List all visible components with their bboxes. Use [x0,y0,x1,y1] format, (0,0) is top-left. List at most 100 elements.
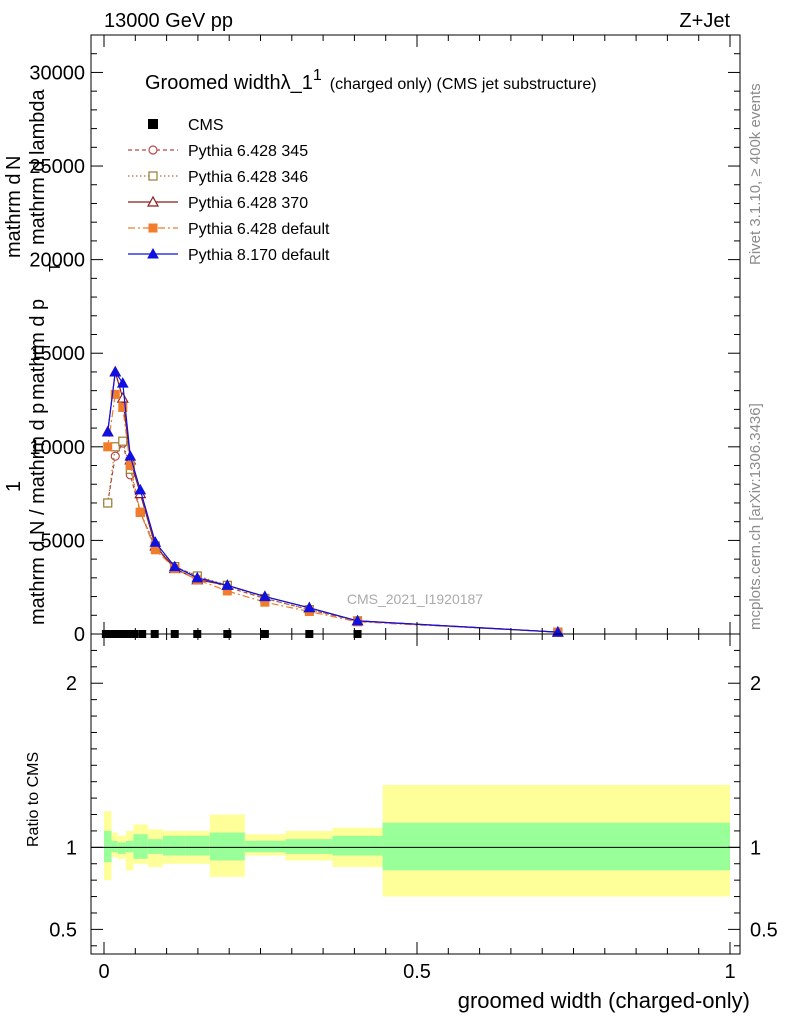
ratio-inner-band [125,840,134,853]
legend-label: Pythia 8.170 default [188,247,330,264]
main-series-layer [101,365,564,638]
data-point [259,590,271,602]
data-point [124,450,137,461]
series-1 [103,436,563,637]
analysis-watermark: CMS_2021_I1920187 [347,591,483,607]
chart-title-main: Groomed widthλ_1 [145,72,313,94]
series-3 [103,389,563,637]
series-0 [103,438,563,637]
data-point [168,560,181,572]
legend-label: Pythia 6.428 346 [188,169,308,186]
y-tick-label: 5000 [41,530,86,552]
ratio-panel: 0.5 0.5 1 1 2 2 0 0.5 1 [49,633,778,983]
ratio-y-tick-label-right: 0.5 [750,919,778,941]
ratio-inner-band [162,835,186,856]
ratio-bands [104,784,730,897]
y-label-bottom: mathrm d N / mathrm d p [27,403,49,625]
legend-entry: CMS [148,117,224,134]
legend-entry: Pythia 6.428 345 [128,143,308,160]
legend-entry: Pythia 8.170 default [128,247,330,264]
series-line [107,441,558,633]
series-2 [101,365,564,637]
ratio-inner-band [111,840,118,853]
ratio-inner-band [104,830,112,863]
main-x-ticks [103,35,731,634]
data-point [221,579,234,590]
ratio-y-tick-label-right: 2 [750,673,761,695]
series-line [107,370,558,633]
data-point [118,403,128,413]
data-point [303,601,316,613]
x-tick-label: 1 [724,961,735,983]
data-point [118,436,128,446]
legend-marker [148,119,158,129]
data-point [109,365,122,377]
data-point [351,614,364,626]
chart-title: Groomed widthλ_11 (charged only) (CMS jet… [145,67,597,94]
ratio-inner-band [332,835,383,856]
y-label-sub: T [47,262,64,272]
ratio-inner-band [209,832,245,861]
legend-marker [147,247,159,259]
chart-title-sup: 1 [313,67,322,84]
data-point [103,498,113,508]
y-tick-label: 30000 [29,62,85,84]
x-axis-label: groomed width (charged-only) [458,988,750,1013]
y-label-dlambda: mathrm d lambda [27,89,49,245]
data-point [110,451,120,461]
x-tick-label: 0.5 [403,961,431,983]
y-tick-label: 0 [74,624,85,646]
main-y-ticks: 0 5000 10000 15000 20000 25000 30000 [29,53,740,646]
ratio-inner-band [285,839,333,854]
chart-title-suffix: (charged only) (CMS jet substructure) [330,76,597,93]
y-tick-label: 15000 [29,343,85,365]
data-point [135,507,145,517]
ratio-y-tick-label: 2 [66,673,77,695]
ratio-frame [90,633,741,955]
series-4 [101,365,564,637]
ratio-inner-band [117,842,126,854]
series-line [107,440,558,633]
data-point [116,377,129,388]
rivet-label: Rivet 3.1.10, ≥ 400k events [747,83,764,265]
data-point [125,461,135,471]
y-label-d: mathrm d [3,174,25,258]
y-tick-label: 25000 [29,156,85,178]
ratio-y-tick-label: 1 [66,837,77,859]
series-line [107,371,558,633]
data-point [116,391,129,403]
x-tick-label: 0 [98,961,109,983]
legend: CMS Pythia 6.428 345 Pythia 6.428 346 Pythi… [128,117,330,264]
legend-marker [146,195,160,207]
data-point [103,442,113,452]
ratio-inner-band [185,835,210,856]
legend-marker [148,223,158,233]
ratio-inner-band [244,840,286,853]
data-point [134,483,147,495]
y-tick-label: 20000 [29,250,85,272]
legend-label: Pythia 6.428 345 [188,143,308,160]
data-point [150,545,160,555]
header-process: 13000 GeV pp [104,10,233,32]
source-label: mcplots.cern.ch [arXiv:1306.3436] [747,403,764,630]
legend-marker [148,171,158,181]
data-point [191,571,204,583]
y-tick-label: 10000 [29,437,85,459]
ratio-y-label: Ratio to CMS [25,752,42,847]
legend-marker [148,145,158,155]
ratio-inner-band [133,834,148,859]
data-point [149,536,162,547]
header-channel: Z+Jet [679,10,730,32]
ratio-inner-band [382,822,730,871]
legend-label: CMS [188,117,224,134]
legend-label: Pythia 6.428 default [188,221,330,238]
y-label-one: 1 [3,481,25,492]
ratio-y-tick-label-right: 1 [750,837,761,859]
ratio-y-tick-label: 0.5 [49,919,77,941]
data-point [101,425,114,437]
ratio-y-ticks: 0.5 0.5 1 1 2 2 [49,649,778,947]
main-panel: 0 5000 10000 15000 20000 25000 30000 [29,34,741,646]
ratio-inner-band [147,839,163,854]
legend-entry: Pythia 6.428 370 [128,195,308,212]
